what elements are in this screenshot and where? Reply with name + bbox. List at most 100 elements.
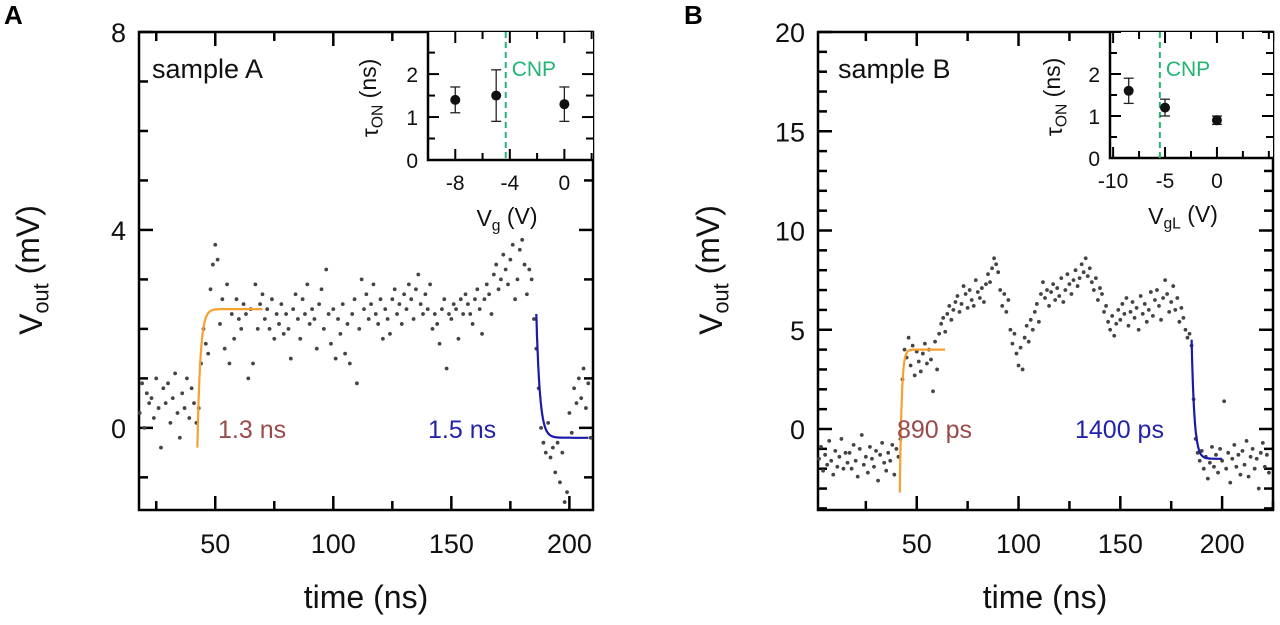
data-point (1218, 446, 1222, 451)
data-point (975, 290, 980, 294)
data-point (1020, 367, 1025, 372)
data-point (373, 312, 378, 316)
data-point (558, 480, 562, 485)
data-point (232, 336, 237, 341)
y-axis-label-subscript: out (29, 283, 54, 313)
data-point (307, 322, 312, 326)
inset-y-tick-label: 2 (406, 64, 418, 87)
data-point (449, 317, 454, 321)
x-tick-label: 50 (200, 529, 230, 559)
data-point (418, 302, 423, 307)
data-point (957, 309, 962, 314)
data-point (326, 312, 331, 316)
data-point (409, 297, 414, 302)
data-point (244, 312, 248, 316)
x-axis-label-base: time (ns) (983, 579, 1107, 615)
data-point (1246, 474, 1251, 479)
data-point (569, 430, 574, 435)
data-point (1004, 309, 1009, 314)
data-point (284, 312, 288, 316)
data-point (1142, 302, 1147, 306)
data-point (357, 326, 362, 331)
data-point (1124, 296, 1129, 300)
panel-label-a: A (4, 0, 23, 30)
data-point (1010, 341, 1015, 346)
data-point (1175, 296, 1180, 300)
data-point (1238, 472, 1243, 477)
data-point (324, 267, 329, 272)
y-tick-label: 20 (775, 18, 805, 48)
data-point (380, 336, 385, 341)
data-point (319, 287, 324, 292)
data-point (1012, 331, 1017, 336)
data-point (817, 456, 821, 461)
data-point (967, 288, 972, 292)
data-point (1264, 452, 1269, 457)
data-point (567, 411, 572, 415)
data-point (908, 363, 913, 368)
data-point (1256, 486, 1261, 491)
inset-x-axis-label: Vg (V) (476, 203, 537, 235)
data-point (267, 326, 272, 331)
data-point (260, 292, 265, 297)
data-point (397, 302, 402, 307)
x-tick-label: 50 (902, 529, 932, 559)
data-point (1073, 268, 1078, 273)
data-point (137, 411, 142, 415)
inset-y-axis-label-base: τ (1041, 127, 1067, 136)
data-point (402, 292, 407, 297)
data-point (218, 322, 222, 326)
data-point (835, 464, 840, 469)
data-point (920, 351, 925, 356)
cnp-label: CNP (512, 58, 556, 81)
data-point (1226, 450, 1231, 455)
data-point (1258, 450, 1263, 455)
data-point (376, 322, 381, 326)
data-point (159, 445, 163, 450)
data-point (1071, 278, 1076, 283)
data-point (1267, 470, 1271, 475)
data-point (979, 286, 984, 290)
data-point (912, 373, 917, 378)
data-point (473, 297, 477, 302)
rise-fit-curve (196, 308, 263, 448)
data-point (421, 312, 425, 316)
y-axis-label: Vout (mV) (690, 205, 734, 335)
data-point (902, 347, 907, 352)
data-point (510, 242, 515, 247)
data-point (1132, 315, 1137, 320)
data-point (234, 297, 239, 302)
fall-fit-curve (535, 313, 589, 439)
data-point (1059, 276, 1064, 281)
data-point (1205, 476, 1210, 481)
data-point (321, 326, 326, 331)
inset-x-axis-label-rest: (V) (1181, 201, 1218, 227)
data-point (1234, 464, 1239, 469)
data-point (213, 242, 218, 247)
data-point (1126, 323, 1131, 328)
data-point (1026, 339, 1031, 344)
data-point (480, 331, 484, 336)
data-point (1067, 282, 1072, 287)
data-point (1089, 280, 1094, 285)
data-point (432, 312, 437, 316)
data-point (1075, 284, 1080, 288)
data-point (1153, 298, 1157, 302)
data-point (1022, 335, 1027, 340)
data-point (1039, 292, 1043, 296)
data-point (935, 367, 939, 372)
data-point (588, 435, 593, 440)
data-point (959, 302, 964, 306)
data-point (1120, 302, 1125, 306)
data-point (166, 381, 170, 386)
data-point (345, 322, 350, 326)
rise-time-label: 1.3 ns (218, 416, 286, 444)
fall-fit-curve (1190, 339, 1223, 460)
data-point (274, 312, 279, 316)
data-point (192, 401, 196, 406)
data-point (310, 307, 314, 312)
inset-y-tick-label: 0 (1088, 148, 1100, 171)
data-point (971, 304, 976, 308)
data-point (1034, 302, 1039, 306)
data-point (884, 468, 889, 473)
